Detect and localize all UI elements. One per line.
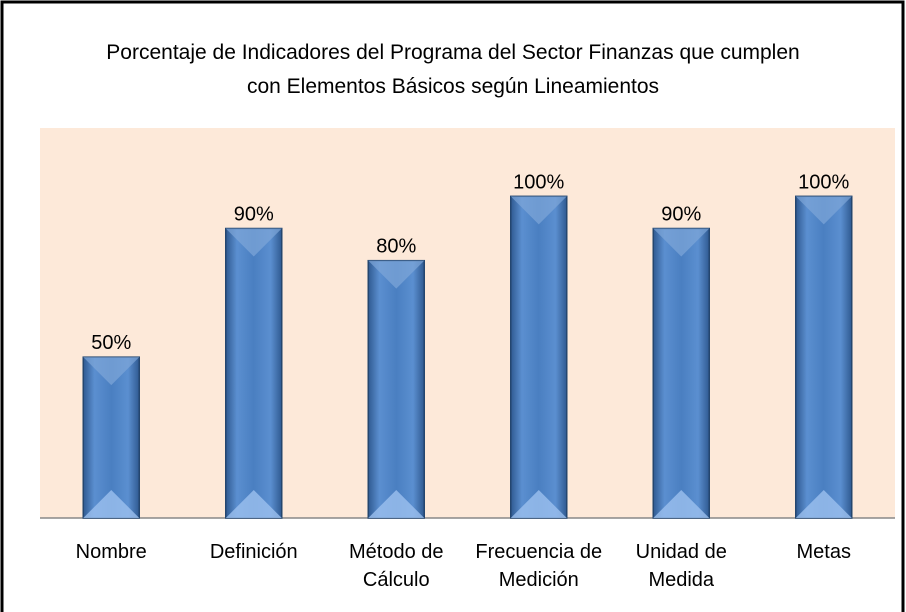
value-label: 100% bbox=[513, 171, 564, 193]
x-tick-label: Nombre bbox=[75, 541, 147, 563]
bar bbox=[367, 259, 425, 519]
bar-bevel bbox=[368, 260, 425, 289]
bar-bevel bbox=[83, 357, 140, 386]
bar-bevel bbox=[83, 490, 140, 518]
x-tick-label: Definición bbox=[209, 541, 298, 563]
bar-bevel bbox=[225, 490, 282, 518]
x-tick-label: Metas bbox=[796, 541, 851, 563]
bar-bevel bbox=[653, 228, 710, 257]
x-tick-label: Unidad de Medida bbox=[635, 541, 727, 591]
bar bbox=[225, 227, 283, 519]
x-tick-label: Método de Cálculo bbox=[348, 541, 444, 591]
chart-title: Porcentaje de Indicadores del Programa d… bbox=[106, 41, 800, 98]
bar-bevel bbox=[225, 228, 282, 257]
bar-bevel bbox=[510, 196, 567, 225]
bar bbox=[795, 195, 853, 519]
bar-bevel bbox=[795, 490, 852, 518]
bar-bevel bbox=[510, 490, 567, 518]
bar bbox=[652, 227, 710, 519]
bar-bevel bbox=[795, 196, 852, 225]
value-label: 90% bbox=[661, 204, 701, 226]
x-tick-label: Frecuencia de Medición bbox=[475, 541, 603, 591]
value-label: 90% bbox=[234, 204, 274, 226]
bar bbox=[510, 195, 568, 519]
value-label: 50% bbox=[91, 332, 131, 354]
plot-area bbox=[40, 128, 895, 518]
value-label: 80% bbox=[376, 236, 416, 258]
bar-bevel bbox=[368, 490, 425, 518]
value-label: 100% bbox=[798, 171, 849, 193]
bar-bevel bbox=[653, 490, 710, 518]
